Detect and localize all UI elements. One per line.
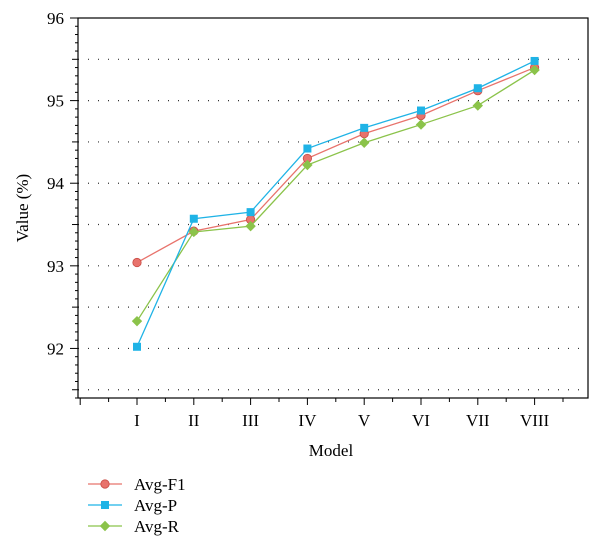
x-tick-label: VII [466,411,490,430]
data-point [417,106,425,115]
y-tick-label: 93 [47,257,64,276]
series-line [136,69,535,322]
data-point [303,144,312,153]
data-point [415,119,427,130]
x-tick-label: I [134,411,140,430]
grid-lines [78,58,588,391]
data-point [472,100,483,111]
series-avg-p [133,56,539,351]
legend-label: Avg-P [134,496,177,515]
data-point [188,226,199,238]
y-axis-title: Value (%) [13,174,32,242]
data-point [245,220,256,232]
data-point [359,137,370,148]
data-point [189,214,198,223]
legend: Avg-F1 Avg-P Avg-R [88,475,186,536]
y-axis: 92 93 94 95 96 [47,9,78,399]
data-point [101,501,109,509]
y-tick-label: 92 [47,339,64,358]
data-point [529,64,540,76]
x-axis: I II III IV V VI VII VIII [79,398,564,430]
x-tick-label: II [188,411,200,430]
x-tick-label: III [242,411,259,430]
data-point [132,257,142,268]
series-layer [131,56,540,351]
data-point [302,159,313,171]
legend-item: Avg-R [88,517,180,536]
y-tick-label: 94 [47,174,65,193]
plot-frame [77,17,589,399]
legend-item: Avg-P [88,496,177,515]
legend-label: Avg-R [134,517,180,536]
data-point [473,84,482,93]
x-tick-label: IV [298,411,317,430]
data-point [530,56,539,65]
legend-label: Avg-F1 [134,475,186,494]
y-tick-label: 95 [47,92,64,111]
x-tick-label: V [358,411,371,430]
series-line [136,66,535,264]
y-tick-label: 96 [47,9,64,28]
data-point [246,208,255,217]
x-tick-label: VIII [520,411,550,430]
data-point [131,315,143,327]
data-point [100,479,110,489]
x-axis-title: Model [309,441,354,460]
data-point [133,342,141,351]
data-point [360,123,369,132]
series-avg-r [131,64,540,327]
series-line [136,60,535,348]
data-point [99,520,111,532]
legend-item: Avg-F1 [88,475,186,494]
x-tick-label: VI [412,411,430,430]
